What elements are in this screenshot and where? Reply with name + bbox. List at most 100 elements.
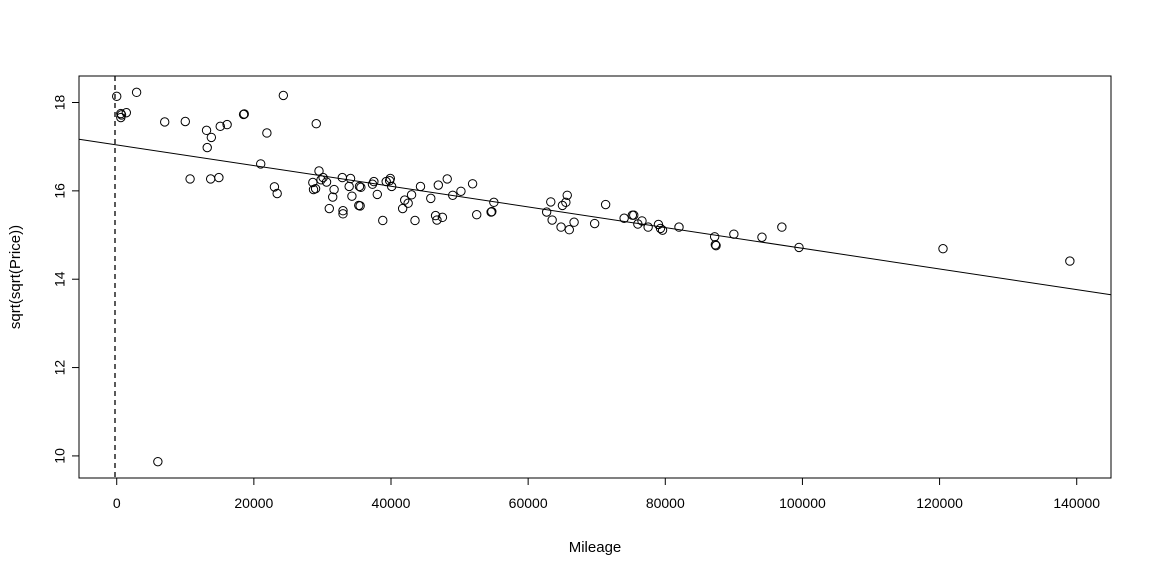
data-point (467, 179, 478, 189)
x-tick-label: 20000 (234, 495, 273, 511)
data-point (116, 108, 126, 119)
data-point (378, 215, 388, 226)
x-tick-label: 60000 (509, 495, 548, 511)
data-point (541, 207, 552, 217)
data-point (433, 180, 444, 190)
data-point (657, 225, 668, 235)
data-point (337, 172, 348, 183)
data-point (432, 215, 442, 225)
x-axis: 0 20000 40000 60000 80000 100000 120000 140000 (113, 477, 1100, 511)
data-point (314, 166, 324, 176)
data-point (426, 193, 436, 204)
data-point (180, 116, 190, 127)
x-tick-label: 100000 (779, 495, 826, 511)
x-tick-label: 40000 (372, 495, 411, 511)
data-point (202, 142, 212, 153)
data-point (489, 197, 499, 208)
regression-line (78, 138, 1112, 296)
data-point (222, 119, 232, 130)
data-point (711, 240, 721, 251)
data-point (354, 181, 365, 192)
data-point (403, 198, 413, 208)
data-point (487, 206, 497, 217)
data-point (316, 175, 326, 185)
data-point (794, 242, 804, 253)
data-point (562, 190, 572, 200)
plot-area (78, 76, 1112, 478)
data-point (347, 191, 357, 201)
x-axis-title: Mileage (569, 539, 622, 556)
data-point (215, 121, 225, 132)
data-point (410, 215, 420, 226)
x-tick-label: 140000 (1053, 495, 1100, 511)
data-point (556, 222, 566, 232)
data-point (569, 217, 579, 227)
data-point (153, 456, 163, 467)
y-tick-label: 14 (52, 271, 68, 287)
data-point (345, 173, 356, 184)
data-point (310, 183, 321, 194)
data-point (729, 229, 739, 239)
data-point (262, 128, 272, 138)
x-tick-label: 80000 (646, 495, 685, 511)
x-tick-label: 0 (113, 495, 121, 511)
data-point (442, 174, 452, 184)
data-point (328, 192, 338, 202)
data-point (629, 210, 639, 220)
data-point (456, 186, 466, 196)
data-point (372, 189, 382, 200)
data-point (557, 200, 568, 211)
data-point (1065, 256, 1075, 266)
x-tick-label: 120000 (916, 495, 963, 511)
data-point (643, 222, 653, 232)
data-point (938, 244, 948, 254)
y-tick-label: 10 (52, 448, 68, 464)
data-point (308, 177, 318, 188)
data-point (324, 203, 334, 214)
data-point (437, 212, 448, 223)
data-point (400, 195, 410, 205)
data-point (321, 177, 332, 187)
data-point (367, 179, 378, 189)
data-point (472, 210, 482, 220)
data-point (386, 181, 397, 192)
data-point (415, 181, 426, 192)
y-tick-label: 18 (52, 95, 68, 111)
data-point (112, 91, 122, 102)
data-point (709, 232, 720, 242)
data-point (205, 174, 216, 184)
data-point (777, 222, 787, 232)
data-point (121, 107, 132, 118)
data-point (355, 201, 365, 211)
data-point (655, 223, 666, 234)
data-point (311, 119, 321, 129)
data-point (185, 174, 195, 184)
data-point (757, 232, 767, 242)
y-axis-title: sqrt(sqrt(Price)) (7, 225, 24, 329)
data-point (710, 240, 721, 250)
y-tick-label: 16 (52, 183, 68, 199)
data-point (116, 110, 127, 120)
data-point (430, 210, 441, 221)
plot-frame (78, 75, 1112, 479)
data-point (600, 199, 611, 210)
data-point (619, 213, 629, 223)
data-point (206, 132, 217, 143)
data-point (406, 190, 417, 200)
data-point (344, 181, 354, 192)
data-point (201, 125, 212, 136)
data-point (278, 90, 289, 101)
y-axis: 10 12 14 16 18 (52, 95, 80, 464)
data-point (356, 182, 366, 193)
data-point (256, 159, 266, 169)
data-point (637, 216, 647, 226)
data-point (338, 206, 348, 216)
data-point (397, 203, 408, 214)
y-tick-label: 12 (52, 360, 68, 376)
data-point (546, 197, 556, 207)
data-point (564, 225, 574, 235)
data-point (369, 176, 379, 187)
data-point (214, 172, 224, 183)
data-point (589, 218, 600, 229)
data-point (561, 197, 571, 208)
